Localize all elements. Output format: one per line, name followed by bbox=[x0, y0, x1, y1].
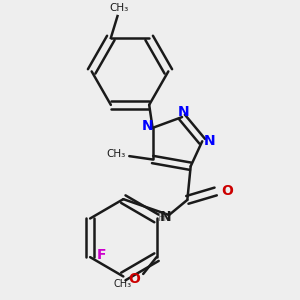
Text: CH₃: CH₃ bbox=[107, 149, 126, 160]
Text: N: N bbox=[160, 210, 172, 224]
Text: O: O bbox=[222, 184, 234, 199]
Text: O: O bbox=[128, 272, 140, 286]
Text: CH₃: CH₃ bbox=[113, 279, 131, 289]
Text: CH₃: CH₃ bbox=[110, 3, 129, 13]
Text: N: N bbox=[142, 119, 153, 133]
Text: F: F bbox=[97, 248, 106, 262]
Text: N: N bbox=[204, 134, 215, 148]
Text: N: N bbox=[178, 105, 190, 119]
Text: H: H bbox=[158, 213, 166, 223]
